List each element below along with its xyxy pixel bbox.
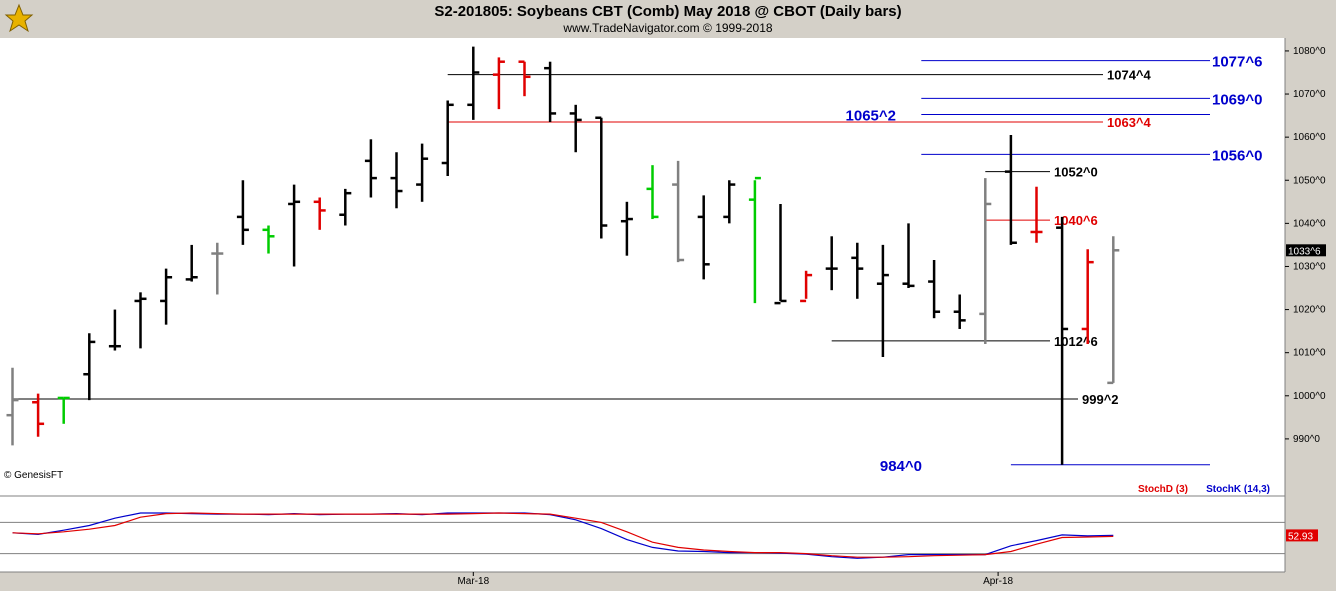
level-label: 1052^0 [1054, 165, 1098, 180]
chart-title: S2-201805: Soybeans CBT (Comb) May 2018 … [434, 3, 902, 20]
price-axis-area [1285, 38, 1336, 572]
last-price-box [1286, 244, 1326, 257]
chart-subtitle: www.TradeNavigator.com © 1999-2018 [563, 21, 773, 35]
y-tick-label: 1020^0 [1293, 305, 1326, 316]
stoch-panel [0, 496, 1285, 572]
y-tick-label: 1040^0 [1293, 218, 1326, 229]
level-label: 1069^0 [1212, 91, 1262, 108]
y-tick-label: 1080^0 [1293, 46, 1326, 57]
stoch-legend-d: StochD (3) [1138, 484, 1188, 495]
level-label: 1077^6 [1212, 54, 1262, 71]
level-label: 1056^0 [1212, 147, 1262, 164]
stoch-last-box [1286, 529, 1318, 542]
y-tick-label: 1060^0 [1293, 132, 1326, 143]
y-tick-label: 1030^0 [1293, 261, 1326, 272]
logo-icon [4, 3, 34, 33]
x-tick-label: Apr-18 [983, 576, 1013, 587]
y-tick-label: 1000^0 [1293, 391, 1326, 402]
stoch-legend-k: StochK (14,3) [1206, 484, 1270, 495]
y-tick-label: 1050^0 [1293, 175, 1326, 186]
y-tick-label: 990^0 [1293, 434, 1320, 445]
stoch-series-line [12, 512, 1114, 558]
x-tick-label: Mar-18 [457, 576, 489, 587]
y-tick-label: 1070^0 [1293, 89, 1326, 100]
level-label: 1012^6 [1054, 334, 1098, 349]
level-label: 999^2 [1082, 392, 1119, 407]
copyright-label: © GenesisFT [4, 470, 63, 481]
level-label: 1074^4 [1107, 68, 1152, 83]
stoch-last-label: 52.93 [1288, 531, 1313, 542]
level-label: 1063^4 [1107, 115, 1152, 130]
y-tick-label: 1010^0 [1293, 348, 1326, 359]
chart-header: S2-201805: Soybeans CBT (Comb) May 2018 … [0, 0, 1336, 38]
level-label: 984^0 [880, 458, 922, 475]
time-axis-area [0, 572, 1336, 591]
level-label: 1040^6 [1054, 213, 1098, 228]
last-price-label: 1033^6 [1288, 246, 1321, 257]
level-label: 1065^2 [846, 108, 896, 125]
